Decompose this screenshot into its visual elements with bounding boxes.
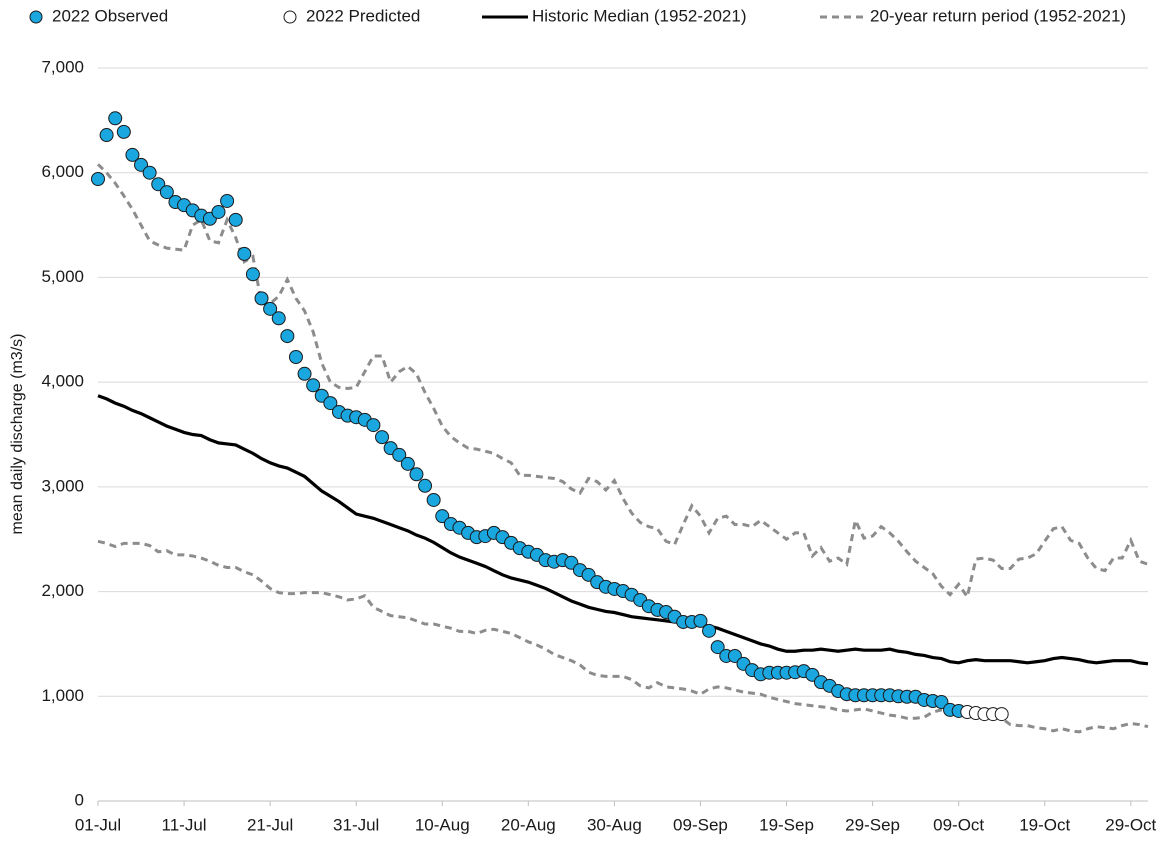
- data-point: [245, 267, 260, 282]
- data-point: [934, 695, 949, 710]
- data-point: [211, 204, 226, 219]
- legend-label: Historic Median (1952-2021): [532, 6, 747, 25]
- data-point: [702, 623, 717, 638]
- x-tick-label: 11-Jul: [162, 815, 207, 834]
- data-point: [271, 311, 286, 326]
- data-point: [366, 418, 381, 433]
- x-tick-label: 30-Aug: [587, 815, 642, 834]
- data-point: [134, 157, 149, 172]
- data-point: [392, 447, 407, 462]
- x-tick-label: 21-Jul: [247, 815, 293, 834]
- y-tick-label: 5,000: [41, 267, 84, 286]
- x-tick-label: 01-Jul: [75, 815, 121, 834]
- y-tick-label: 4,000: [41, 372, 84, 391]
- x-tick-label: 09-Oct: [933, 815, 984, 834]
- data-point: [409, 467, 424, 482]
- x-tick-label: 10-Aug: [415, 815, 470, 834]
- x-tick-label: 31-Jul: [333, 815, 379, 834]
- x-tick-label: 20-Aug: [501, 815, 556, 834]
- x-tick-label: 29-Oct: [1105, 815, 1156, 834]
- data-point: [288, 350, 303, 365]
- legend-label: 20-year return period (1952-2021): [870, 6, 1126, 25]
- data-point: [426, 492, 441, 507]
- data-point: [108, 111, 123, 126]
- data-point: [263, 301, 278, 316]
- data-point: [693, 613, 708, 628]
- data-point: [159, 185, 174, 200]
- data-point: [99, 128, 114, 143]
- data-point: [228, 212, 243, 227]
- data-point: [116, 124, 131, 139]
- data-point: [142, 165, 157, 180]
- y-tick-label: 2,000: [41, 581, 84, 600]
- data-point: [994, 707, 1009, 722]
- data-point: [280, 329, 295, 344]
- data-point: [400, 456, 415, 471]
- data-point: [254, 291, 269, 306]
- data-point: [220, 193, 235, 208]
- legend-marker: [283, 10, 297, 24]
- x-tick-label: 19-Sep: [759, 815, 814, 834]
- y-tick-label: 3,000: [41, 476, 84, 495]
- upper-line: [96, 163, 1149, 601]
- data-point: [125, 147, 140, 162]
- y-tick-label: 7,000: [41, 57, 84, 76]
- data-point: [727, 648, 742, 663]
- y-axis-label: mean daily discharge (m3/s): [9, 334, 26, 535]
- data-point: [237, 246, 252, 261]
- data-point: [91, 171, 105, 186]
- median-line: [97, 394, 1149, 666]
- x-tick-label: 29-Sep: [845, 815, 900, 834]
- data-point: [710, 640, 725, 655]
- y-tick-label: 6,000: [41, 162, 84, 181]
- x-tick-label: 09-Sep: [673, 815, 728, 834]
- data-point: [435, 509, 450, 524]
- data-point: [323, 396, 338, 411]
- data-point: [375, 430, 390, 445]
- lower-line: [97, 539, 1149, 734]
- data-point: [151, 177, 166, 192]
- data-point: [297, 366, 312, 381]
- y-tick-label: 1,000: [41, 686, 84, 705]
- legend-label: 2022 Observed: [52, 6, 168, 25]
- data-point: [418, 478, 433, 493]
- y-tick-label: 0: [75, 790, 84, 809]
- x-tick-label: 19-Oct: [1019, 815, 1070, 834]
- legend-label: 2022 Predicted: [306, 6, 420, 25]
- legend-marker: [29, 10, 43, 24]
- data-point: [306, 378, 321, 393]
